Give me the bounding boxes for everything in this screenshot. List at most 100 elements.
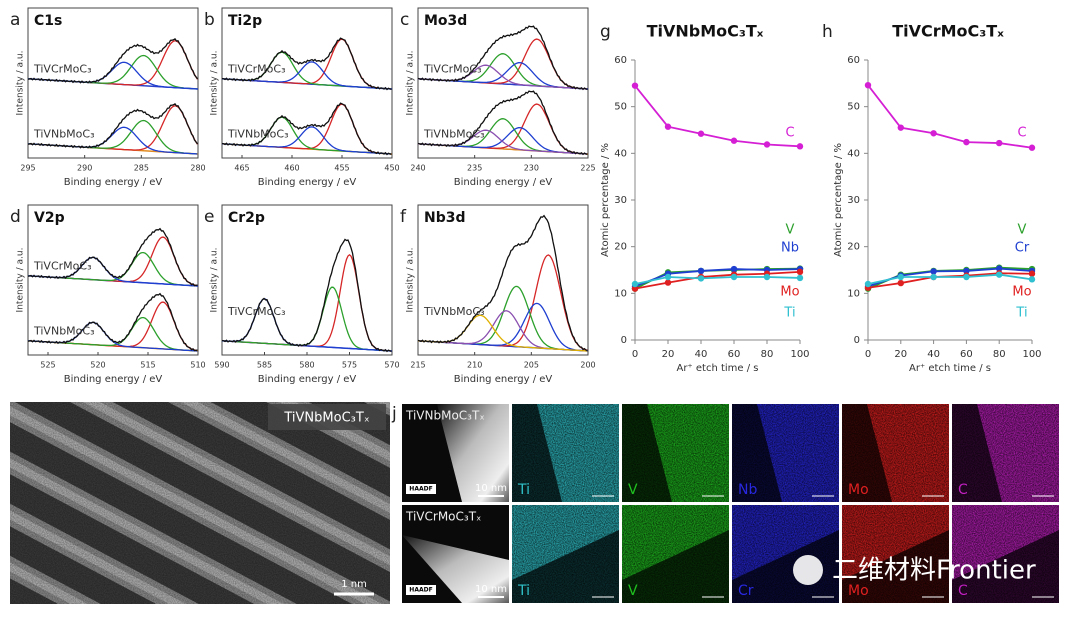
x-tick-label: 0 [632,349,638,360]
spectrum-label: TiVNbMoC₃ [33,325,94,338]
element-label: Ti [517,482,530,498]
x-tick-label: 450 [384,164,399,173]
x-tick-label: 200 [580,361,595,370]
x-tick-label: 240 [410,164,425,173]
x-tick-label: 285 [134,164,149,173]
detector-box [406,585,436,595]
envelope [417,214,588,352]
y-axis-label: Intensity / a.u. [210,248,220,313]
y-tick-label: 60 [614,55,627,66]
envelope [27,227,198,287]
eds-noise [842,404,949,502]
series-label: C [1017,126,1026,141]
data-point [996,265,1003,272]
x-tick-label: 525 [40,361,55,370]
x-tick-label: 290 [77,164,92,173]
eds-noise [732,404,839,502]
panel-title: Nb3d [424,210,466,226]
y-tick-label: 60 [847,55,860,66]
element-label: C [958,583,968,599]
series-label: V [786,223,795,238]
x-tick-label: 210 [467,361,482,370]
x-tick-label: 295 [20,164,35,173]
scale-label: 10 nm [475,584,507,595]
data-point [930,130,937,137]
x-tick-label: 280 [190,164,205,173]
eds-noise [842,505,949,603]
data-point [763,141,771,148]
x-tick-label: 20 [662,349,675,360]
y-axis-label: Intensity / a.u. [406,248,416,313]
series-label: Cr [1015,241,1030,256]
data-point [796,274,804,282]
x-tick-label: 80 [993,349,1006,360]
x-tick-label: 40 [927,349,940,360]
x-axis-label: Binding energy / eV [64,177,163,188]
data-point [864,280,872,288]
x-tick-label: 570 [384,361,399,370]
envelope [417,25,588,91]
haadf-flake [402,535,509,603]
series-label: Ti [783,306,795,321]
panel-title: Cr2p [228,210,265,226]
y-tick-label: 20 [847,242,860,253]
element-label: Mo [848,482,869,498]
y-axis-label: Atomic percentage / % [600,143,611,257]
eds-noise [512,404,619,502]
x-tick-label: 460 [284,164,299,173]
x-tick-label: 60 [960,349,973,360]
envelope [27,103,199,149]
plot-frame [27,204,199,356]
data-point [697,130,705,137]
panel-letter: f [400,207,407,227]
element-label: Nb [738,482,757,498]
data-point [631,82,639,89]
haadf-label: TiVNbMoC₃Tₓ [405,409,485,423]
series-label: Nb [781,241,799,256]
x-axis-label: Binding energy / eV [454,374,553,385]
data-point [730,265,738,273]
image-label: TiVNbMoC₃Tₓ [283,411,369,426]
data-point [963,138,970,146]
y-axis-label: Intensity / a.u. [210,51,220,116]
series-line [634,85,801,148]
element-label: Mo [848,583,869,599]
envelope [221,238,392,353]
panel-title: V2p [34,210,65,226]
panel-letter: c [400,10,409,30]
spectrum-label: TiVCrMoC₃ [33,260,91,273]
x-tick-label: 520 [90,361,105,370]
y-tick-label: 50 [847,102,860,113]
x-tick-label: 60 [728,349,741,360]
y-axis-label: Intensity / a.u. [16,51,26,116]
x-tick-label: 215 [410,361,425,370]
fit-component [221,286,392,352]
eds-noise [952,505,1059,603]
x-tick-label: 80 [761,349,774,360]
y-tick-label: 20 [614,242,627,253]
chart-title: TiVCrMoC₃Tₓ [892,22,1004,41]
envelope [27,38,199,84]
data-point [1028,276,1036,283]
y-tick-label: 30 [847,195,860,206]
scale-label: 1 nm [341,579,367,590]
x-tick-label: 205 [524,361,539,370]
data-point [930,268,937,275]
data-point [763,273,771,281]
x-tick-label: 575 [342,361,357,370]
y-tick-label: 0 [621,335,627,346]
y-tick-label: 10 [614,288,627,299]
spectrum-label: TiVNbMoC₃ [423,305,484,318]
data-point [631,285,639,292]
data-point [697,267,705,275]
data-point [963,273,970,281]
x-tick-label: 515 [140,361,155,370]
data-point [897,273,904,281]
fit-component [221,253,392,352]
envelope [221,102,392,156]
y-tick-label: 30 [614,195,627,206]
image-grain [10,402,390,604]
plot-frame [417,7,589,159]
watermark-icon [793,555,823,585]
